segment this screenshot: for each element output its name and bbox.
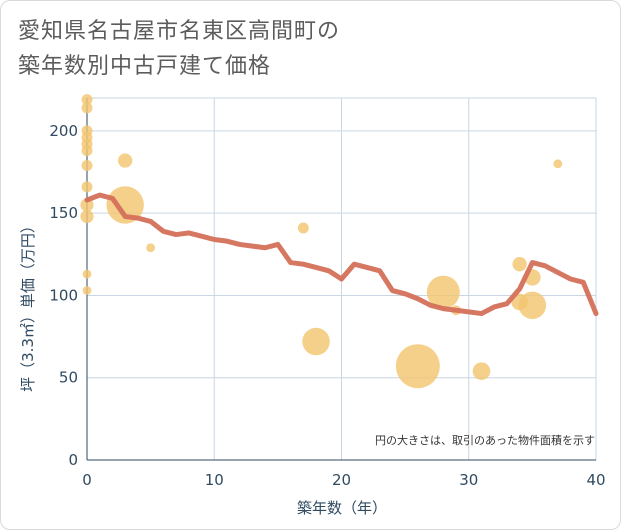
trend-line-layer [84,192,599,317]
data-bubble [395,344,440,389]
data-bubble [81,159,93,171]
trend-line [84,192,599,317]
data-bubble [80,209,94,224]
data-bubble [302,327,330,356]
y-tick-label: 0 [68,451,78,469]
data-bubble [297,222,309,234]
data-bubble [81,102,93,114]
y-tick-label: 100 [49,286,78,304]
chart-title-line1: 愛知県名古屋市名東区高間町の [18,19,341,44]
x-tick-label: 30 [459,471,478,489]
data-bubble [118,153,133,168]
data-bubble [106,186,144,224]
chart-title-line2: 築年数別中古戸建て価格 [18,54,272,79]
y-tick-label: 50 [59,369,78,387]
data-bubble [81,181,93,193]
bubbles [80,94,563,389]
data-bubble [81,145,93,157]
data-bubble [518,291,547,320]
x-axis-title: 築年数（年） [297,499,387,517]
data-bubble [82,286,92,295]
data-bubble [426,275,460,309]
chart-title: 愛知県名古屋市名東区高間町の 築年数別中古戸建て価格 [18,14,578,84]
data-bubble [512,257,527,272]
data-bubble [146,243,156,253]
data-bubble [553,159,563,169]
x-tick-label: 40 [586,471,605,489]
data-bubble [80,198,94,212]
x-tick-label: 20 [332,471,351,489]
x-tick-label: 0 [82,471,92,489]
data-bubble [81,94,93,106]
size-note: 円の大きさは、取引のあった物件面積を示す [375,433,595,447]
data-bubble [472,362,491,380]
y-axis-title: 坪（3.3㎡）単価（万円） [19,218,37,392]
tick-labels: 0 10 20 30 40 0 50 100 150 200 [49,122,605,489]
x-tick-label: 10 [205,471,224,489]
data-bubble [82,269,92,279]
y-tick-label: 200 [49,122,78,140]
y-tick-label: 150 [49,204,78,222]
